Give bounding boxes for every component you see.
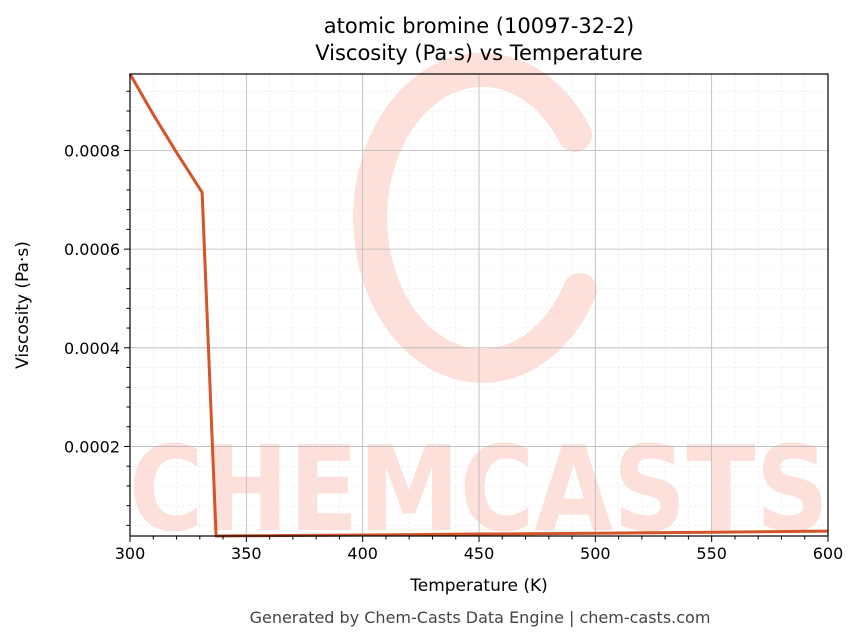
y-axis-ticks: 0.0002 0.0004 0.0006 0.0008 [64, 90, 130, 526]
x-tick-label: 300 [115, 544, 146, 563]
y-tick-label: 0.0004 [64, 339, 120, 358]
x-tick-label: 450 [464, 544, 495, 563]
x-tick-label: 400 [347, 544, 378, 563]
x-tick-label: 600 [813, 544, 844, 563]
y-axis-label: Viscosity (Pa·s) [13, 241, 33, 369]
major-gridlines [129, 74, 829, 536]
x-tick-label: 500 [580, 544, 611, 563]
x-tick-label: 550 [696, 544, 727, 563]
x-axis-ticks: 300 350 400 450 500 550 600 [115, 536, 844, 563]
footer-credit: Generated by Chem-Casts Data Engine | ch… [249, 608, 711, 627]
x-tick-label: 350 [231, 544, 262, 563]
y-tick-label: 0.0008 [64, 141, 120, 160]
chart-title: atomic bromine (10097-32-2) [323, 14, 635, 38]
watermark-swoosh [353, 52, 597, 383]
x-axis-label: Temperature (K) [410, 576, 548, 596]
y-tick-label: 0.0002 [64, 437, 120, 456]
y-tick-label: 0.0006 [64, 240, 120, 259]
chart-subtitle: Viscosity (Pa·s) vs Temperature [315, 41, 643, 65]
